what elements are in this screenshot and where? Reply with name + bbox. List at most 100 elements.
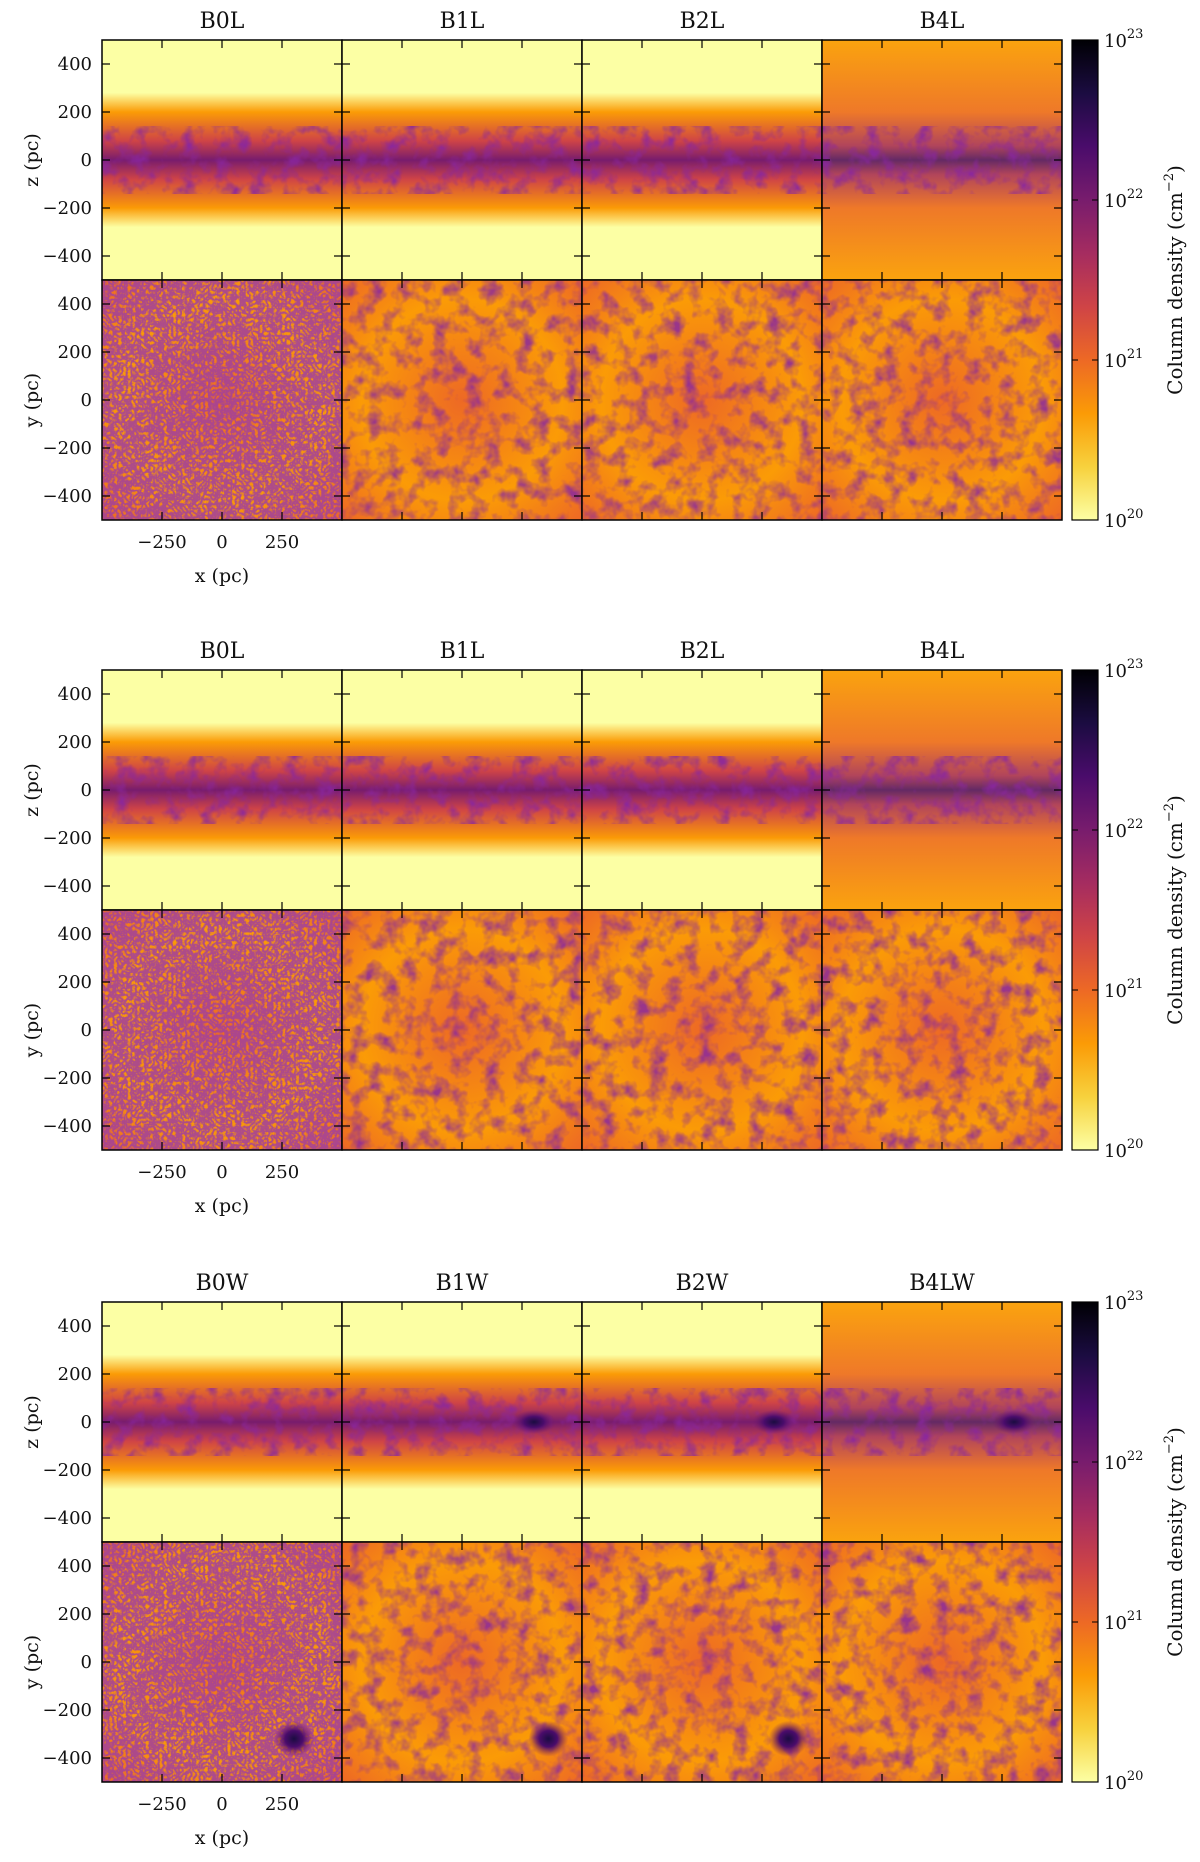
edge-on-panel	[341, 669, 583, 911]
x-tick-label: 0	[216, 532, 227, 553]
y-tick-label: 200	[58, 1364, 92, 1385]
panel-title: B0W	[196, 1271, 249, 1296]
face-on-panel	[821, 279, 1063, 521]
y-tick-label: 200	[58, 732, 92, 753]
z-axis-label: z (pc)	[21, 133, 43, 187]
face-on-panel	[101, 279, 343, 521]
face-on-panel	[341, 279, 583, 521]
colorbar-tick-label: 1021	[1104, 1609, 1143, 1634]
edge-on-panel	[101, 39, 343, 281]
x-tick-label: −250	[137, 1794, 186, 1815]
colorbar-tick-label: 1020	[1104, 507, 1143, 532]
face-on-panel	[821, 1541, 1063, 1783]
edge-on-panel	[581, 1301, 823, 1543]
panel-title: B1L	[440, 9, 485, 34]
face-on-panel	[581, 1541, 823, 1783]
y-tick-label: 0	[81, 1020, 92, 1041]
colorbar-label: Column density (cm−2)	[1162, 165, 1187, 395]
panel-title: B4LW	[909, 1271, 975, 1296]
colorbar-tick-label: 1023	[1104, 1289, 1143, 1314]
edge-on-panel	[581, 39, 823, 281]
y-tick-label: −200	[43, 438, 92, 459]
panel-title: B1W	[436, 1271, 489, 1296]
panel-set-3: B0W B1W B2W B4LW 400 200 0 −200 −400 z (pc) 400 200…	[21, 1271, 1187, 1849]
edge-on-panel	[821, 39, 1063, 281]
face-on-panel	[101, 1541, 343, 1783]
face-on-panel	[581, 909, 823, 1151]
x-tick-label: 250	[265, 532, 299, 553]
face-on-panel	[341, 1541, 583, 1783]
y-tick-label: 200	[58, 972, 92, 993]
edge-on-panel	[101, 669, 343, 911]
colorbar-tick-label: 1022	[1104, 1449, 1143, 1474]
colorbar-label: Column density (cm−2)	[1162, 795, 1187, 1025]
y-tick-label: 0	[81, 1652, 92, 1673]
y-tick-label: 200	[58, 342, 92, 363]
y-tick-label: 200	[58, 1604, 92, 1625]
colorbar-tick-label: 1022	[1104, 817, 1143, 842]
y-tick-label: −400	[43, 1748, 92, 1769]
colorbar	[1071, 1301, 1099, 1783]
face-on-panel	[821, 909, 1063, 1151]
panel-title: B2W	[676, 1271, 729, 1296]
panel-title: B1L	[440, 639, 485, 664]
colorbar-tick-label: 1022	[1104, 187, 1143, 212]
y-tick-label: 400	[58, 684, 92, 705]
panel-title: B0L	[200, 9, 245, 34]
panel-set-2: B0L B1L B2L B4L 400 200 0 −200 −400 z (pc) 400 200 0…	[21, 639, 1187, 1217]
x-tick-label: −250	[137, 1162, 186, 1183]
colorbar-tick-label: 1020	[1104, 1137, 1143, 1162]
y-tick-label: −200	[43, 1068, 92, 1089]
colorbar-tick-label: 1021	[1104, 977, 1143, 1002]
face-on-panel	[101, 909, 343, 1151]
edge-on-panel	[821, 1301, 1063, 1543]
colorbar-label: Column density (cm−2)	[1162, 1427, 1187, 1657]
edge-on-panel	[101, 1301, 343, 1543]
edge-on-panel	[341, 39, 583, 281]
colorbar-tick-label: 1021	[1104, 347, 1143, 372]
y-tick-label: −200	[43, 198, 92, 219]
y-tick-label: −400	[43, 876, 92, 897]
y-tick-label: 0	[81, 780, 92, 801]
colorbar-tick-label: 1023	[1104, 27, 1143, 52]
y-tick-label: 400	[58, 294, 92, 315]
y-axis-label: y (pc)	[21, 1635, 43, 1690]
x-tick-label: 250	[265, 1794, 299, 1815]
z-axis-label: z (pc)	[21, 1395, 43, 1449]
panel-title: B4L	[920, 639, 965, 664]
colorbar-tick-label: 1020	[1104, 1769, 1143, 1794]
panel-title: B2L	[680, 9, 725, 34]
y-tick-label: 200	[58, 102, 92, 123]
y-tick-label: 0	[81, 150, 92, 171]
x-axis-label: x (pc)	[195, 1827, 249, 1849]
y-tick-label: −400	[43, 1508, 92, 1529]
edge-on-panel	[581, 669, 823, 911]
face-on-panel	[341, 909, 583, 1151]
y-tick-label: 400	[58, 924, 92, 945]
x-axis-label: x (pc)	[195, 1195, 249, 1217]
y-tick-label: 0	[81, 1412, 92, 1433]
y-axis-label: y (pc)	[21, 373, 43, 428]
colorbar	[1071, 39, 1099, 521]
y-tick-label: −200	[43, 828, 92, 849]
x-tick-label: 250	[265, 1162, 299, 1183]
y-tick-label: −400	[43, 246, 92, 267]
y-tick-label: −200	[43, 1700, 92, 1721]
y-tick-label: −400	[43, 486, 92, 507]
colorbar-tick-label: 1023	[1104, 657, 1143, 682]
colorbar	[1071, 669, 1099, 1151]
y-tick-label: −200	[43, 1460, 92, 1481]
y-tick-label: 0	[81, 390, 92, 411]
panel-title: B0L	[200, 639, 245, 664]
y-tick-label: 400	[58, 1316, 92, 1337]
x-tick-label: 0	[216, 1794, 227, 1815]
y-tick-label: 400	[58, 1556, 92, 1577]
panel-set-1: B0L B1L B2L B4L 400 200 0 −200 −400 z (pc) 400 200 0…	[21, 9, 1187, 587]
edge-on-panel	[341, 1301, 583, 1543]
edge-on-panel	[821, 669, 1063, 911]
y-tick-label: −400	[43, 1116, 92, 1137]
y-tick-label: 400	[58, 54, 92, 75]
x-axis-label: x (pc)	[195, 565, 249, 587]
